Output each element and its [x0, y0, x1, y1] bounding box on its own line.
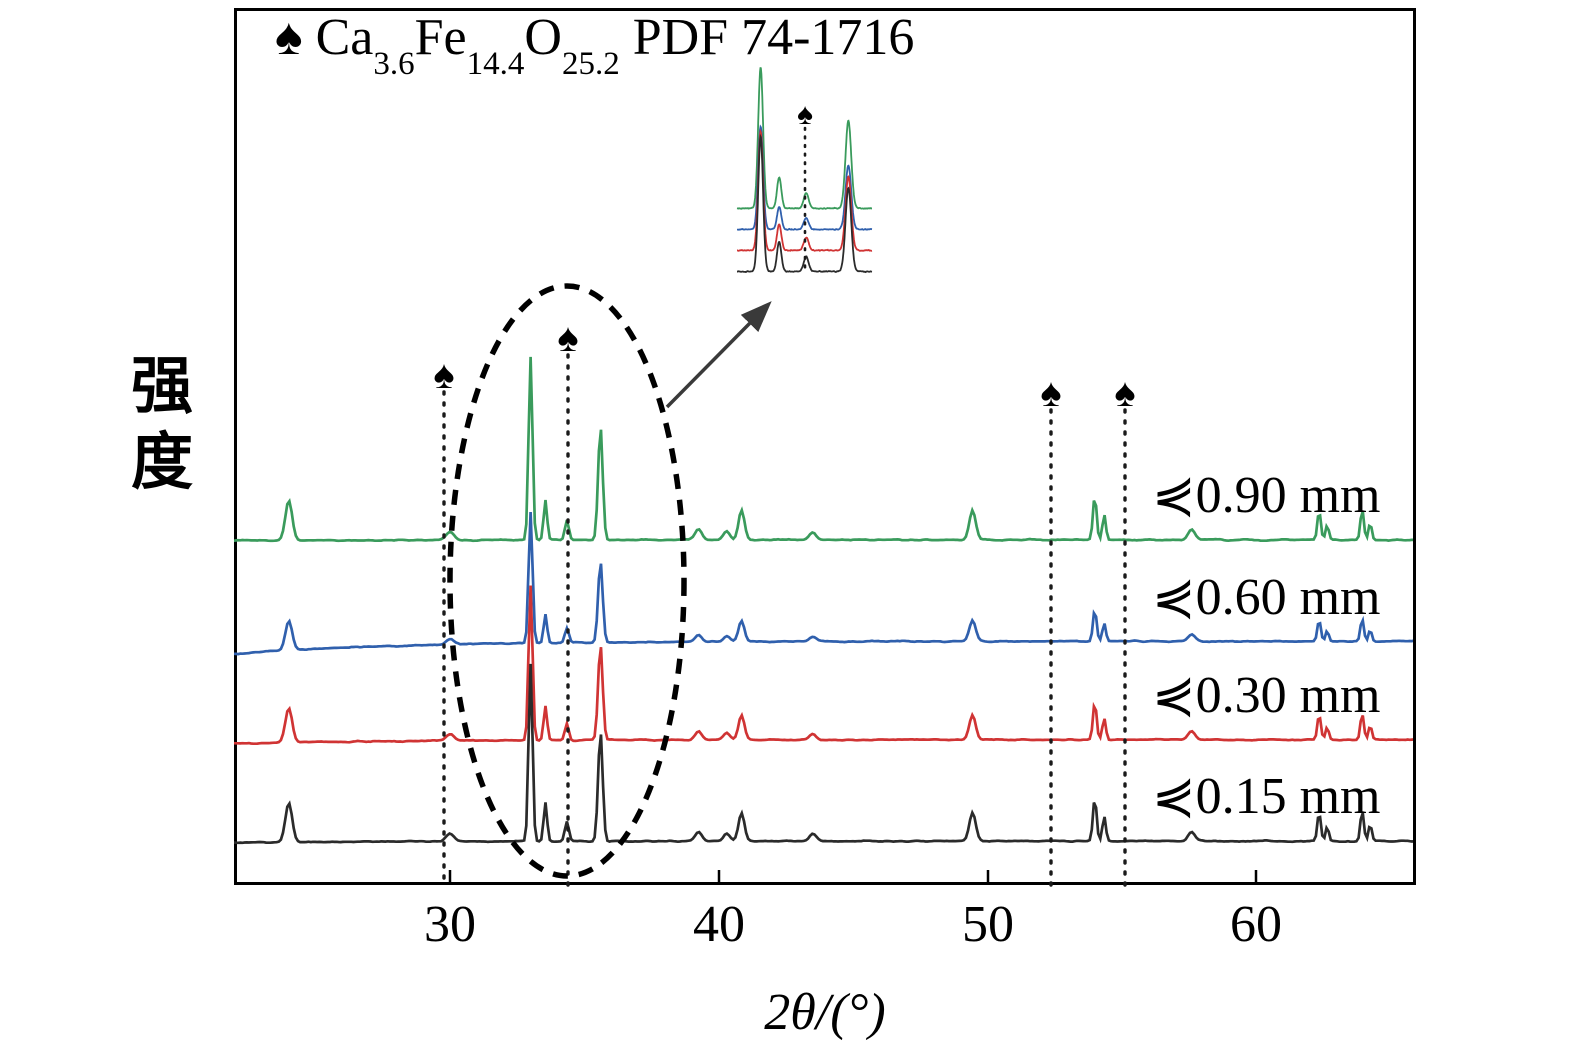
svg-text:♠: ♠ [797, 98, 813, 131]
svg-text:♠: ♠ [557, 315, 578, 360]
svg-text:♠: ♠ [1114, 370, 1135, 415]
svg-text:♠: ♠ [1040, 370, 1061, 415]
svg-text:♠: ♠ [433, 352, 454, 397]
